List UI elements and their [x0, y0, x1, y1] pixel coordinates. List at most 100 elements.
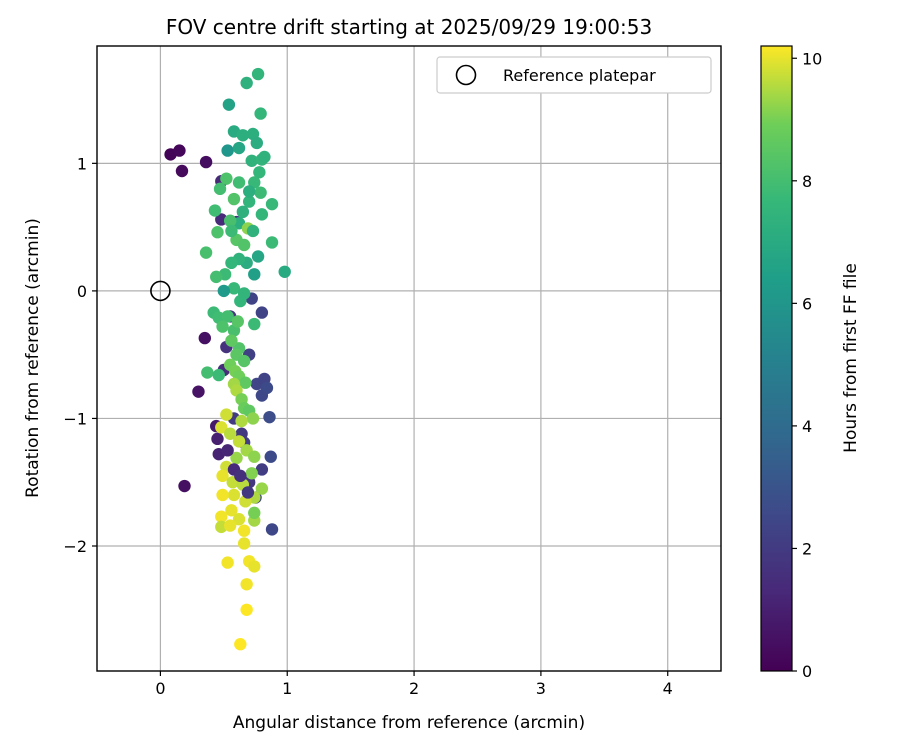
data-point: [217, 284, 231, 298]
data-point: [253, 166, 266, 179]
data-point: [242, 185, 256, 198]
x-tick-label: 4: [663, 679, 673, 698]
data-point: [260, 381, 274, 395]
data-point: [264, 450, 277, 463]
data-point: [178, 479, 191, 493]
data-point: [211, 226, 224, 239]
data-point: [245, 154, 258, 167]
data-point: [237, 354, 251, 368]
data-point: [237, 524, 251, 537]
data-point: [248, 317, 261, 331]
y-axis-label: Rotation from reference (arcmin): [23, 218, 43, 498]
legend: Reference platepar: [436, 56, 712, 94]
plot-frame: [96, 45, 722, 672]
data-point: [278, 265, 291, 278]
data-point: [175, 164, 189, 178]
data-point: [236, 129, 250, 142]
data-point: [236, 205, 250, 219]
colorbar-tick-label: 10: [802, 49, 822, 68]
y-tick-label: −2: [63, 537, 87, 556]
x-tick-label: 0: [155, 679, 165, 698]
data-point: [210, 270, 223, 284]
x-tick-label: 3: [536, 679, 546, 698]
data-point: [265, 523, 279, 536]
data-point: [223, 519, 237, 532]
colorbar-label: Hours from first FF file: [841, 263, 861, 453]
legend-marker-icon: [455, 64, 477, 86]
data-point: [245, 467, 258, 480]
data-point: [248, 506, 261, 520]
data-point: [231, 315, 244, 328]
colorbar-tick-label: 2: [802, 539, 812, 558]
data-point: [221, 310, 234, 323]
data-point: [255, 482, 269, 495]
grid-lines: [97, 46, 721, 671]
data-point: [246, 412, 260, 425]
colorbar-ticks: 0 2 4 6 8 10: [792, 49, 822, 681]
data-point: [173, 144, 186, 157]
colorbar-tick-label: 0: [802, 662, 812, 681]
data-point: [232, 176, 246, 189]
legend-box: [436, 56, 712, 94]
data-point: [255, 306, 269, 319]
data-point: [227, 488, 241, 502]
data-point: [234, 638, 247, 651]
data-point: [227, 192, 241, 206]
data-point: [240, 76, 253, 90]
data-point: [242, 195, 256, 208]
data-point: [237, 238, 251, 252]
colorbar-frame: [760, 45, 793, 672]
data-point: [254, 107, 267, 120]
data-point: [223, 214, 237, 227]
data-point: [263, 410, 276, 424]
data-point: [223, 427, 237, 440]
data-point: [265, 236, 279, 249]
data-point: [255, 208, 269, 221]
data-point: [225, 224, 238, 238]
x-tick-label: 2: [409, 679, 419, 698]
colorbar-gradient: [761, 46, 792, 671]
data-point: [215, 421, 228, 434]
data-points: [164, 67, 291, 651]
x-axis-label: Angular distance from reference (arcmin): [233, 713, 585, 733]
data-point: [222, 98, 236, 111]
data-point: [213, 182, 227, 196]
data-point: [212, 368, 225, 382]
data-point: [220, 408, 233, 421]
data-point: [248, 450, 261, 463]
data-point: [239, 376, 252, 389]
data-point: [248, 560, 261, 573]
data-point: [250, 136, 264, 150]
data-point: [248, 268, 261, 281]
y-tick-label: 0: [77, 282, 87, 301]
legend-entry-reference-platepar: Reference platepar: [503, 66, 656, 85]
x-axis-ticks: 0 1 2 3 4: [155, 671, 673, 698]
data-point: [221, 556, 234, 569]
data-point: [265, 197, 279, 211]
data-point: [225, 256, 238, 270]
data-point: [215, 510, 228, 523]
data-point: [255, 463, 269, 476]
data-point: [232, 513, 246, 526]
data-point: [235, 414, 248, 428]
data-point: [221, 144, 234, 157]
data-point: [237, 287, 251, 300]
data-point: [216, 320, 229, 333]
y-tick-label: −1: [63, 409, 87, 428]
data-point: [240, 603, 253, 616]
x-tick-label: 1: [282, 679, 292, 698]
data-point: [198, 331, 212, 345]
data-point: [254, 186, 267, 199]
y-tick-label: 1: [77, 154, 87, 173]
data-point: [227, 282, 241, 295]
data-point: [241, 486, 255, 499]
data-point: [251, 250, 265, 263]
data-point: [216, 488, 229, 502]
data-point: [199, 155, 213, 169]
data-point: [230, 451, 243, 465]
data-point: [232, 141, 246, 155]
colorbar-tick-label: 6: [802, 294, 812, 313]
data-point: [237, 537, 251, 550]
data-point: [251, 67, 265, 81]
